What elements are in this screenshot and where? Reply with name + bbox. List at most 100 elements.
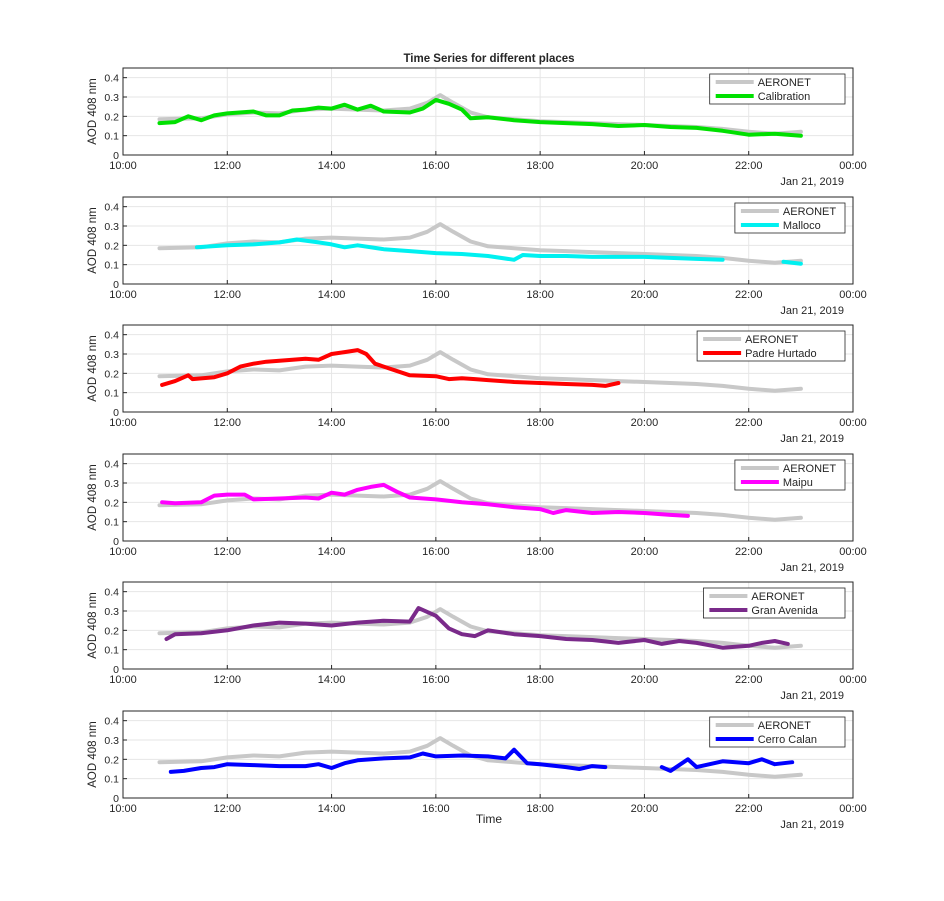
x-tick-label: 14:00 <box>318 289 346 301</box>
legend-entry: AERONET <box>745 334 798 346</box>
x-tick-label: 18:00 <box>526 674 554 686</box>
x-tick-label: 10:00 <box>109 160 137 172</box>
x-tick-label: 16:00 <box>422 160 450 172</box>
x-tick-label: 22:00 <box>735 160 763 172</box>
series-line-cerro-calan <box>168 747 608 774</box>
series-line-calibration <box>157 97 803 138</box>
y-tick-label: 0 <box>113 150 119 162</box>
legend-entry: Malloco <box>783 220 821 232</box>
y-tick-label: 0.3 <box>104 606 119 618</box>
x-tick-label: 16:00 <box>422 803 450 815</box>
legend-entry: Calibration <box>758 91 811 103</box>
y-tick-label: 0.2 <box>104 754 119 766</box>
legend-box <box>696 330 846 362</box>
legend-entry: Cerro Calan <box>758 734 817 746</box>
series-line-malloco <box>194 237 725 262</box>
y-tick-label: 0.3 <box>104 735 119 747</box>
legend-entry: Padre Hurtado <box>745 348 817 360</box>
x-tick-label: 10:00 <box>109 417 137 429</box>
series-line-padre-hurtado <box>160 348 621 388</box>
legend-box <box>709 73 846 105</box>
y-tick-label: 0.4 <box>104 73 119 85</box>
x-tick-label: 00:00 <box>839 160 867 172</box>
x-tick-label: 12:00 <box>214 160 242 172</box>
x-tick-label: 14:00 <box>318 674 346 686</box>
y-tick-label: 0.3 <box>104 221 119 233</box>
y-tick-label: 0.1 <box>104 645 119 657</box>
date-label: Jan 21, 2019 <box>780 690 844 702</box>
legend-entry: Maipu <box>783 477 813 489</box>
x-tick-label: 22:00 <box>735 546 763 558</box>
y-tick-label: 0.4 <box>104 330 119 342</box>
y-axis-label: AOD 408 nm <box>87 78 99 144</box>
x-tick-label: 22:00 <box>735 674 763 686</box>
subplot-6: 10:00 12:00 14:00 16:00 18:00 20:00 22:00 00:00… <box>87 710 867 831</box>
x-tick-label: 16:00 <box>422 546 450 558</box>
y-axis-label: AOD 408 nm <box>87 464 99 530</box>
legend: AERONET Cerro Calan <box>709 716 846 748</box>
series-line-cerro-calan <box>659 757 795 773</box>
date-label: Jan 21, 2019 <box>780 433 844 445</box>
x-tick-label: 16:00 <box>422 674 450 686</box>
legend-entry: AERONET <box>758 720 811 732</box>
x-tick-label: 16:00 <box>422 417 450 429</box>
legend-box <box>703 587 846 619</box>
y-tick-label: 0.4 <box>104 716 119 728</box>
y-tick-label: 0.4 <box>104 587 119 599</box>
x-tick-label: 14:00 <box>318 803 346 815</box>
x-tick-label: 00:00 <box>839 803 867 815</box>
x-tick-label: 22:00 <box>735 289 763 301</box>
y-tick-label: 0.4 <box>104 459 119 471</box>
x-tick-label: 22:00 <box>735 417 763 429</box>
y-tick-label: 0.4 <box>104 202 119 214</box>
series-line-gran-avenida <box>164 606 790 650</box>
y-tick-label: 0.1 <box>104 131 119 143</box>
x-tick-label: 10:00 <box>109 803 137 815</box>
axes-box <box>122 67 854 156</box>
subplot-1: 10:00 12:00 14:00 16:00 18:00 20:00 22:00 00:00… <box>87 67 867 188</box>
subplot-3: 10:00 12:00 14:00 16:00 18:00 20:00 22:00 00:00… <box>87 324 867 445</box>
x-tick-label: 12:00 <box>214 803 242 815</box>
y-tick-label: 0.2 <box>104 240 119 252</box>
axes-box <box>122 196 854 285</box>
y-axis-label: AOD 408 nm <box>87 335 99 401</box>
x-tick-label: 18:00 <box>526 160 554 172</box>
date-label: Jan 21, 2019 <box>780 562 844 574</box>
x-tick-label: 10:00 <box>109 546 137 558</box>
x-tick-label: 18:00 <box>526 546 554 558</box>
legend-entry: AERONET <box>751 591 804 603</box>
y-tick-label: 0.1 <box>104 388 119 400</box>
x-tick-label: 14:00 <box>318 546 346 558</box>
axes-box <box>122 710 854 799</box>
axes-box <box>122 453 854 542</box>
x-tick-label: 12:00 <box>214 674 242 686</box>
legend: AERONET Gran Avenida <box>703 587 846 619</box>
x-tick-label: 20:00 <box>631 417 659 429</box>
x-tick-label: 18:00 <box>526 289 554 301</box>
y-axis-label: AOD 408 nm <box>87 592 99 658</box>
x-tick-label: 10:00 <box>109 674 137 686</box>
legend: AERONET Malloco <box>734 202 846 234</box>
x-tick-label: 12:00 <box>214 289 242 301</box>
y-tick-label: 0.3 <box>104 478 119 490</box>
legend: AERONET Padre Hurtado <box>696 330 846 362</box>
legend-box <box>734 459 846 491</box>
y-axis-label: AOD 408 nm <box>87 721 99 787</box>
y-tick-label: 0 <box>113 536 119 548</box>
date-label: Jan 21, 2019 <box>780 176 844 188</box>
legend-box <box>734 202 846 234</box>
y-tick-label: 0.3 <box>104 92 119 104</box>
y-axis-label: AOD 408 nm <box>87 207 99 273</box>
x-tick-label: 00:00 <box>839 674 867 686</box>
y-tick-label: 0.1 <box>104 260 119 272</box>
x-tick-label: 20:00 <box>631 674 659 686</box>
subplots: 10:00 12:00 14:00 16:00 18:00 20:00 22:00 00:00… <box>87 67 867 831</box>
x-tick-label: 18:00 <box>526 803 554 815</box>
subplot-4: 10:00 12:00 14:00 16:00 18:00 20:00 22:00 00:00… <box>87 453 867 574</box>
y-tick-label: 0 <box>113 279 119 291</box>
x-tick-label: 00:00 <box>839 289 867 301</box>
x-tick-label: 20:00 <box>631 803 659 815</box>
y-tick-label: 0.2 <box>104 497 119 509</box>
y-tick-label: 0.1 <box>104 517 119 529</box>
